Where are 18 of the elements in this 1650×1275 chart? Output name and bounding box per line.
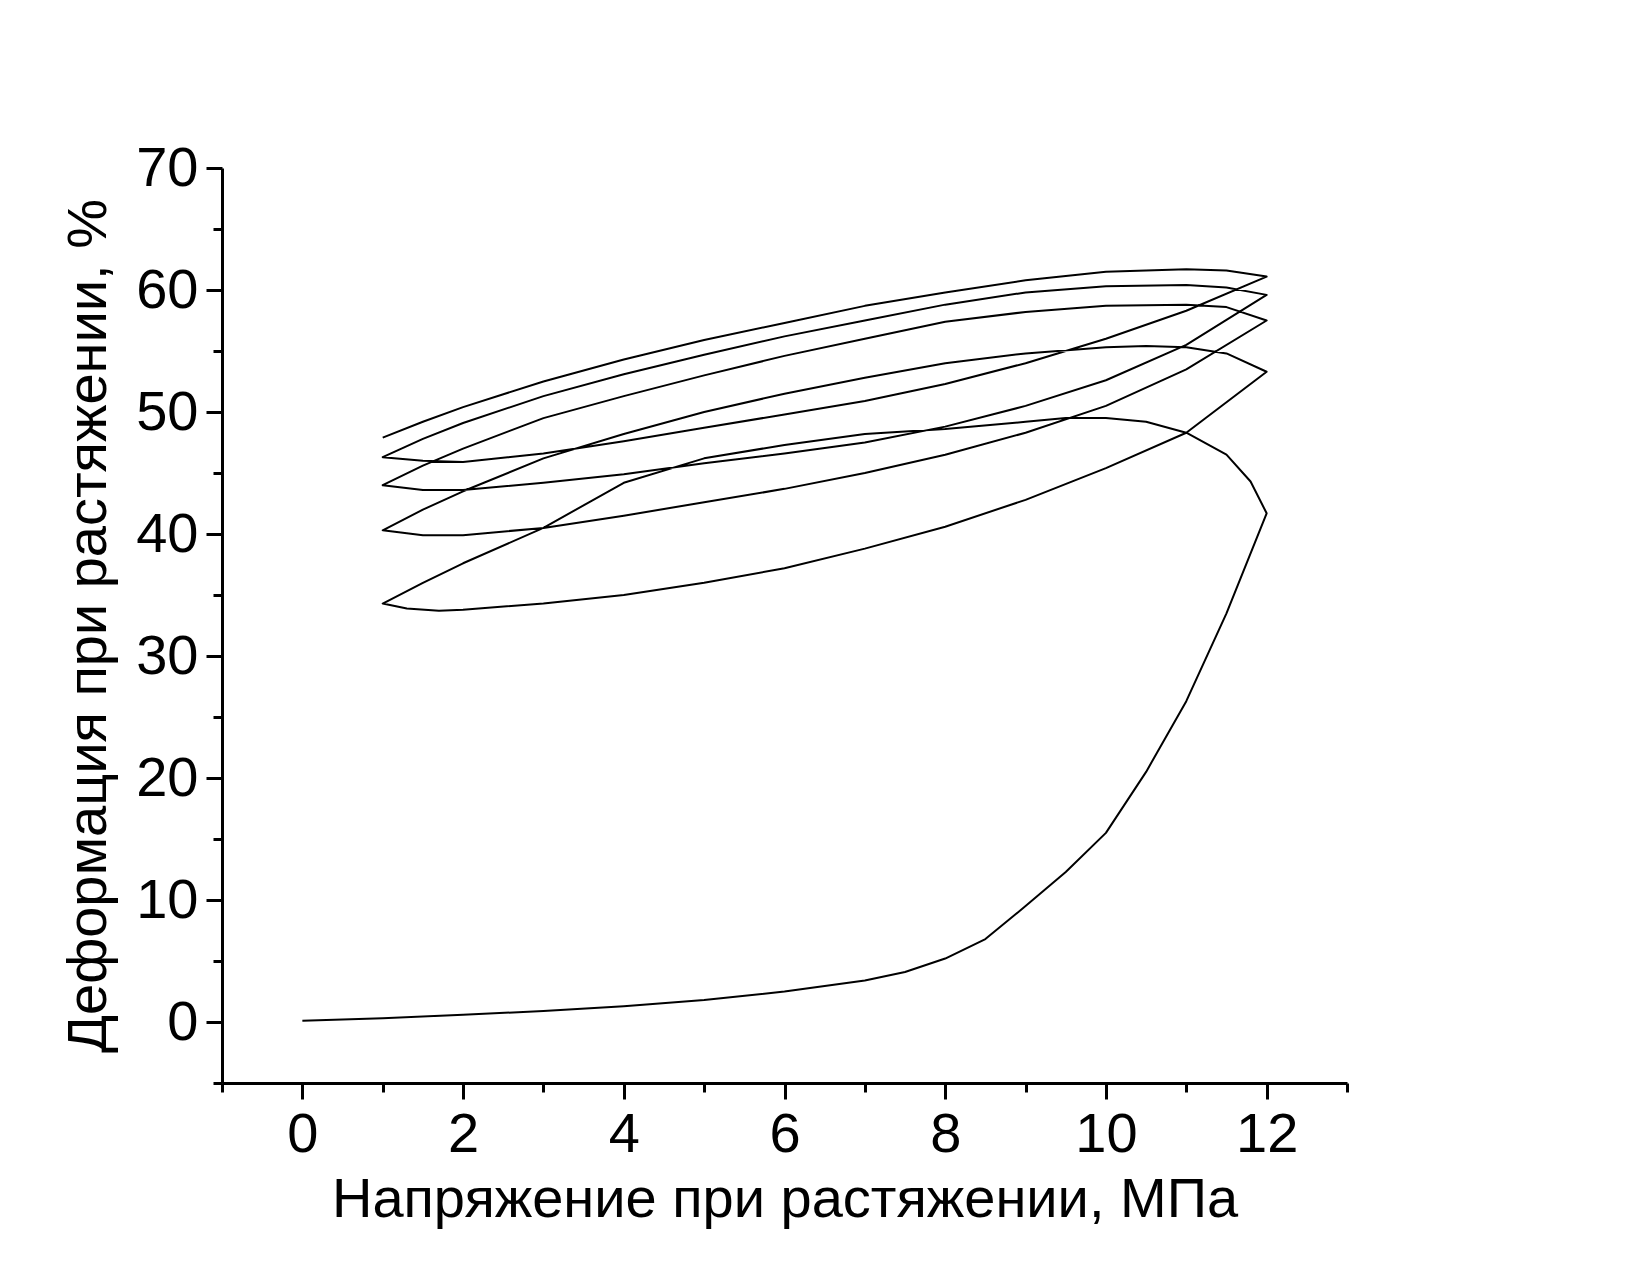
x-tick-label: 0 <box>287 1100 319 1164</box>
y-axis-title: Деформация при растяжении, % <box>55 199 119 1053</box>
x-tick-label: 4 <box>608 1100 640 1164</box>
y-tick-label: 20 <box>136 744 199 808</box>
x-tick-label: 12 <box>1235 1100 1299 1164</box>
y-tick-label: 40 <box>136 500 199 564</box>
line-series <box>301 268 1268 1022</box>
x-axis-title: Напряжение при растяжении, МПа <box>331 1165 1239 1229</box>
y-tick-label: 10 <box>136 866 199 930</box>
x-tick-label: 8 <box>930 1100 962 1164</box>
y-tick-label: 60 <box>136 256 199 320</box>
x-tick-label: 10 <box>1075 1100 1138 1164</box>
y-tick-label: 30 <box>136 622 199 686</box>
y-tick-label: 50 <box>136 378 199 442</box>
x-tick-label: 6 <box>769 1100 801 1164</box>
y-tick-label: 70 <box>136 134 199 198</box>
x-tick-label: 2 <box>447 1100 480 1164</box>
y-tick-label: 0 <box>167 988 199 1052</box>
